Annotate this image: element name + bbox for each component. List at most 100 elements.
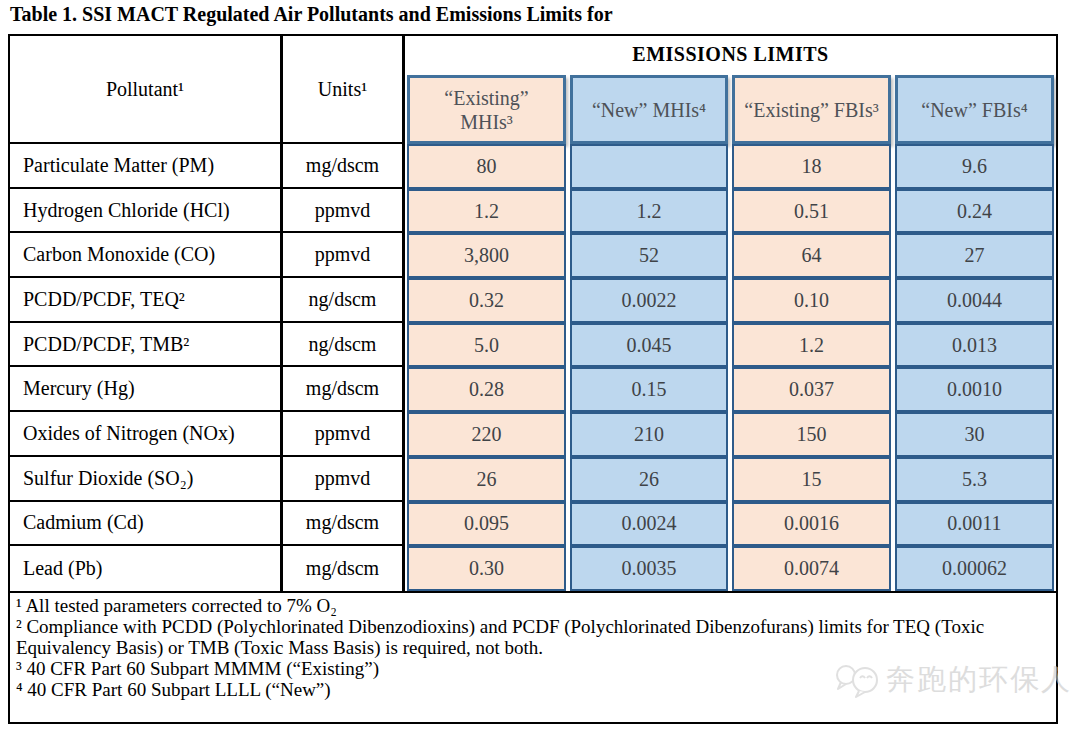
- value-text: 0.0044: [947, 289, 1002, 312]
- units-cell: mg/dscm: [283, 546, 405, 591]
- value-text: 0.0022: [622, 289, 677, 312]
- value-text: 64: [802, 244, 822, 267]
- value-text: 18: [802, 155, 822, 178]
- value-text: 150: [797, 423, 827, 446]
- value-cell: 0.15: [570, 367, 728, 412]
- value-cell: 27: [895, 233, 1054, 278]
- value-cell: 30: [895, 412, 1054, 457]
- value-cell: 0.0010: [895, 367, 1054, 412]
- value-text: 1.2: [637, 200, 662, 223]
- value-cell: [570, 144, 728, 189]
- value-cell: 64: [732, 233, 891, 278]
- units-cell: ppmvd: [283, 457, 405, 502]
- column-header-line: MHIs³: [460, 110, 513, 134]
- value-text: 0.10: [794, 289, 829, 312]
- value-cell: 0.0011: [895, 502, 1054, 547]
- column-header-line: “Existing”: [444, 86, 528, 110]
- value-cell: 220: [407, 412, 566, 457]
- pollutant-cell: Lead (Pb): [10, 546, 283, 591]
- value-cell: 0.30: [407, 546, 566, 591]
- value-text: 210: [634, 423, 664, 446]
- value-cell: 80: [407, 144, 566, 189]
- value-cell: 0.0035: [570, 546, 728, 591]
- pollutant-cell: Carbon Monoxide (CO): [10, 233, 283, 278]
- value-text: 0.15: [632, 378, 667, 401]
- pollutant-cell: Hydrogen Chloride (HCl): [10, 189, 283, 234]
- value-cell: 1.2: [570, 189, 728, 234]
- units-cell: ppmvd: [283, 233, 405, 278]
- value-cell: 52: [570, 233, 728, 278]
- pollutant-header: Pollutant¹: [10, 36, 283, 144]
- value-cell: 1.2: [407, 189, 566, 234]
- footnotes-section: ¹ All tested parameters corrected to 7% …: [10, 591, 1056, 722]
- value-text: 220: [472, 423, 502, 446]
- footnote-1: ¹ All tested parameters corrected to 7% …: [16, 595, 1046, 616]
- column-header-line: “New” MHIs⁴: [592, 98, 706, 122]
- value-cell: 0.013: [895, 323, 1054, 368]
- pollutant-cell: Cadmium (Cd): [10, 502, 283, 547]
- pollutant-cell: Oxides of Nitrogen (NOx): [10, 412, 283, 457]
- value-cell: 0.0024: [570, 502, 728, 547]
- value-cell: 26: [570, 457, 728, 502]
- value-text: 27: [965, 244, 985, 267]
- value-cell: 3,800: [407, 233, 566, 278]
- value-cell: 0.037: [732, 367, 891, 412]
- value-cell: 9.6: [895, 144, 1054, 189]
- value-text: 0.0035: [622, 557, 677, 580]
- value-cell: 1.2: [732, 323, 891, 368]
- value-text: 0.51: [794, 200, 829, 223]
- value-text: 5.0: [474, 334, 499, 357]
- value-cell: 150: [732, 412, 891, 457]
- value-cell: 5.3: [895, 457, 1054, 502]
- value-text: 0.045: [627, 334, 672, 357]
- column-header-new-mhi: “New” MHIs⁴: [570, 75, 728, 144]
- footnote-2: ² Compliance with PCDD (Polychlorinated …: [16, 616, 1046, 658]
- column-header-existing-fbi: “Existing” FBIs³: [732, 75, 891, 144]
- value-text: 5.3: [962, 468, 987, 491]
- value-cell: 0.0022: [570, 278, 728, 323]
- value-cell: 0.51: [732, 189, 891, 234]
- value-text: 0.00062: [942, 557, 1007, 580]
- value-text: 0.0074: [784, 557, 839, 580]
- units-cell: ppmvd: [283, 412, 405, 457]
- value-text: 0.0010: [947, 378, 1002, 401]
- value-text: 0.0011: [947, 512, 1001, 535]
- value-text: 1.2: [799, 334, 824, 357]
- value-text: 26: [639, 468, 659, 491]
- value-cell: 0.00062: [895, 546, 1054, 591]
- value-cell: 0.0016: [732, 502, 891, 547]
- pollutant-cell: PCDD/PCDF, TMB²: [10, 323, 283, 368]
- value-cell: 210: [570, 412, 728, 457]
- value-text: 80: [477, 155, 497, 178]
- pollutant-cell: Sulfur Dioxide (SO₂): [10, 457, 283, 502]
- value-text: 0.30: [469, 557, 504, 580]
- value-text: 0.013: [952, 334, 997, 357]
- pollutant-cell: Particulate Matter (PM): [10, 144, 283, 189]
- value-cell: 5.0: [407, 323, 566, 368]
- value-cell: 15: [732, 457, 891, 502]
- value-cell: 0.24: [895, 189, 1054, 234]
- value-text: 0.24: [957, 200, 992, 223]
- footnote-4: ⁴ 40 CFR Part 60 Subpart LLLL (“New”): [16, 679, 1046, 700]
- value-cell: 0.10: [732, 278, 891, 323]
- value-text: 0.0024: [622, 512, 677, 535]
- value-text: 0.0016: [784, 512, 839, 535]
- emissions-table: Pollutant¹ Units¹ EMISSIONS LIMITS “Exis…: [8, 34, 1058, 724]
- units-header: Units¹: [283, 36, 405, 144]
- column-header-line: “Existing” FBIs³: [744, 98, 878, 122]
- value-cell: 26: [407, 457, 566, 502]
- value-cell: 18: [732, 144, 891, 189]
- column-header-new-fbi: “New” FBIs⁴: [895, 75, 1054, 144]
- units-cell: ng/dscm: [283, 278, 405, 323]
- value-text: 0.037: [789, 378, 834, 401]
- units-cell: ppmvd: [283, 189, 405, 234]
- value-cell: 0.28: [407, 367, 566, 412]
- value-cell: 0.0044: [895, 278, 1054, 323]
- value-text: 15: [802, 468, 822, 491]
- value-text: 0.28: [469, 378, 504, 401]
- column-header-existing-mhi: “Existing” MHIs³: [407, 75, 566, 144]
- value-cell: 0.095: [407, 502, 566, 547]
- pollutant-cell: PCDD/PCDF, TEQ²: [10, 278, 283, 323]
- value-cell: 0.045: [570, 323, 728, 368]
- units-cell: mg/dscm: [283, 144, 405, 189]
